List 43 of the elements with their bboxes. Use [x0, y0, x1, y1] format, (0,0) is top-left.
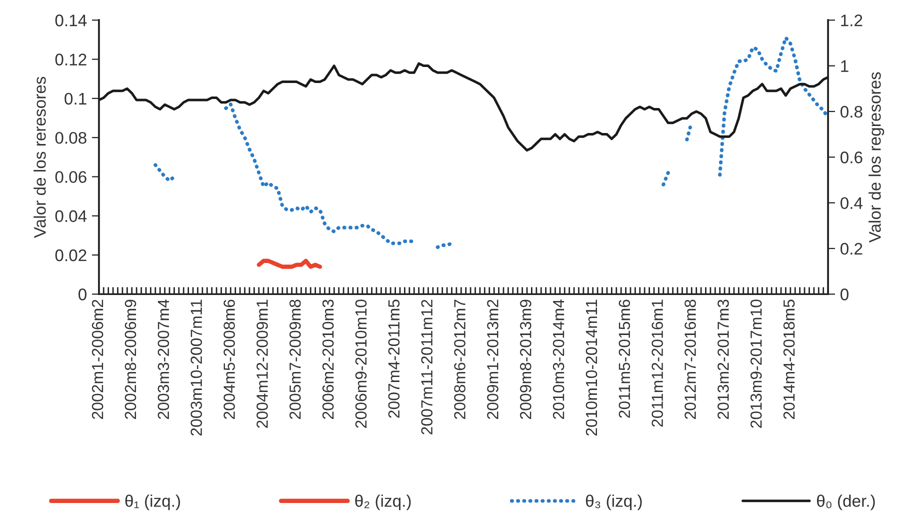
y2-tick-label: 0.4 — [840, 197, 863, 210]
x-tick-label: 2006m9-2010m10 — [355, 300, 367, 428]
x-tick-label: 2011m12-2016m1 — [652, 300, 664, 427]
x-tick-label: 2006m2-2010m3 — [322, 300, 334, 419]
x-tick-label: 2002m8-2006m9 — [124, 300, 136, 419]
x-tick-label: 2004m5-2008m6 — [224, 300, 235, 419]
x-tick-label: 2004m12-2009m1 — [256, 300, 268, 428]
x-tick-label: 2003m10-2007m11 — [190, 300, 202, 436]
y2-tick-label: 0.6 — [840, 152, 862, 164]
x-tick-label: 2009m8-2013m9 — [520, 300, 532, 419]
y-tick-label: 0.14 — [55, 14, 87, 26]
y-axis-title: Valor de los reresores — [34, 76, 46, 238]
legend-label: θ₃ (izq.) — [586, 494, 642, 510]
y-tick-label: 0.06 — [55, 171, 86, 183]
y2-axis-title: Valor de los regresores — [868, 72, 884, 243]
x-tick-label: 2010m3-2014m4 — [552, 299, 564, 419]
x-tick-label: 2014m4-2018m5 — [783, 300, 795, 419]
x-tick-label: 2007m11-2011m12 — [421, 300, 433, 434]
legend-label: θ₂ (izq.) — [355, 494, 411, 510]
y-tick-label: 0.04 — [55, 210, 87, 222]
y2-tick-label: 0.8 — [840, 106, 862, 118]
x-tick-label: 2013m9-2017m10 — [750, 300, 762, 428]
y-tick-label: 0.1 — [64, 92, 86, 105]
y2-tick-label: 0 — [840, 288, 848, 300]
y2-tick-label: 1.2 — [841, 14, 862, 26]
x-tick-label: 2008m6-2012m7 — [454, 300, 466, 419]
y2-tick-label: 1 — [841, 60, 848, 72]
x-tick-label: 2011m5-2015m6 — [618, 300, 630, 418]
x-tick-label: 2003m3-2007m4 — [158, 299, 170, 419]
x-tick-label: 2009m1-2013m2 — [487, 300, 498, 419]
y2-tick-label: 0.2 — [840, 242, 862, 255]
y-tick-label: 0 — [78, 288, 86, 300]
x-tick-label: 2012m7-2016m8 — [684, 300, 696, 419]
y-tick-label: 0.12 — [55, 54, 86, 66]
x-tick-label: 2005m7-2009m8 — [289, 300, 301, 419]
x-tick-label: 2013m2-2017m3 — [718, 300, 729, 419]
legend-label: θ₀ (der.) — [817, 494, 875, 510]
y-tick-label: 0.02 — [55, 249, 86, 262]
x-tick-label: 2010m10-2014m11 — [586, 300, 598, 436]
y-tick-label: 0.08 — [55, 132, 86, 144]
legend-label: θ₁ (izq.) — [125, 494, 180, 510]
x-tick-label: 2002m1-2006m2 — [92, 300, 104, 419]
x-tick-label: 2007m4-2011m5 — [388, 300, 400, 418]
